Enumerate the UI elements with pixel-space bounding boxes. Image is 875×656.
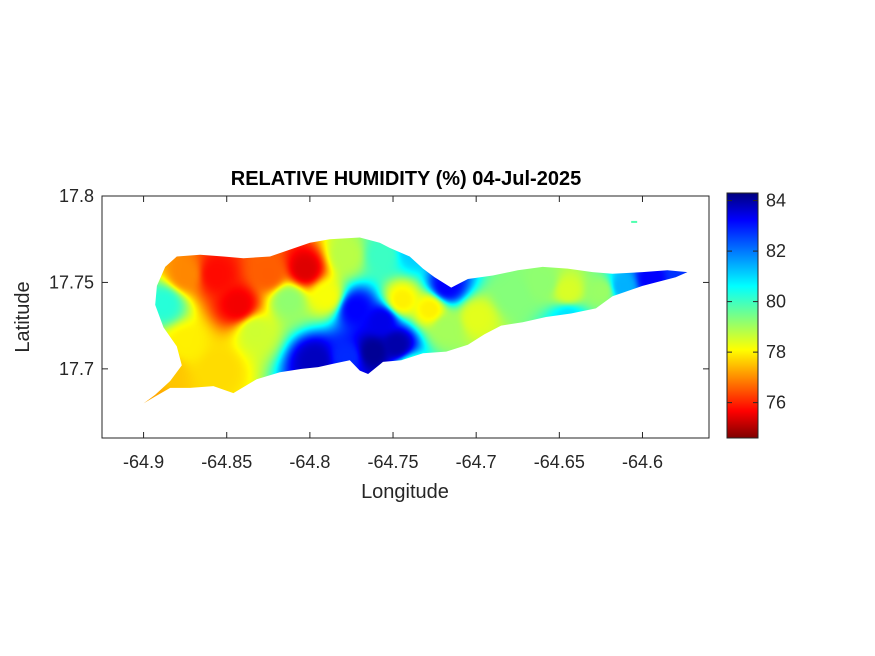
colorbar-tick-label: 78 [766, 342, 786, 362]
plot-frame [101, 195, 710, 439]
isolated-data-group [631, 220, 638, 223]
y-axis: 17.7 17.75 17.8 [49, 186, 709, 379]
x-axis: -64.9 -64.85 -64.8 -64.75 -64.7 -64.65 -64.6 [123, 196, 663, 472]
x-tick-label: -64.9 [123, 452, 164, 472]
y-tick-label: 17.75 [49, 272, 94, 292]
colorbar-tick-label: 76 [766, 393, 786, 413]
colorbar-tick-label: 82 [766, 241, 786, 261]
x-tick-label: -64.75 [368, 452, 419, 472]
y-tick-label: 17.7 [59, 359, 94, 379]
x-tick-label: -64.65 [534, 452, 585, 472]
colorbar-tick-label: 84 [766, 191, 786, 211]
x-tick-label: -64.85 [201, 452, 252, 472]
x-tick-label: -64.8 [289, 452, 330, 472]
chart-title: RELATIVE HUMIDITY (%) 04-Jul-2025 [231, 168, 581, 190]
x-axis-label: Longitude [361, 481, 449, 503]
colorbar-ticks: 76 78 80 82 84 [727, 191, 786, 413]
y-axis-label: Latitude [12, 281, 34, 352]
y-tick-label: 17.8 [59, 186, 94, 206]
humidity-field [143, 237, 688, 404]
isolated-data-point [631, 220, 638, 223]
x-tick-label: -64.6 [622, 452, 663, 472]
colorbar-gradient [726, 192, 759, 439]
plot-area: -64.9 -64.85 -64.8 -64.75 -64.7 -64.65 -64.6 1… [49, 186, 710, 472]
x-tick-label: -64.7 [456, 452, 497, 472]
colorbar-tick-label: 80 [766, 292, 786, 312]
colorbar: 76 78 80 82 84 [726, 191, 786, 439]
